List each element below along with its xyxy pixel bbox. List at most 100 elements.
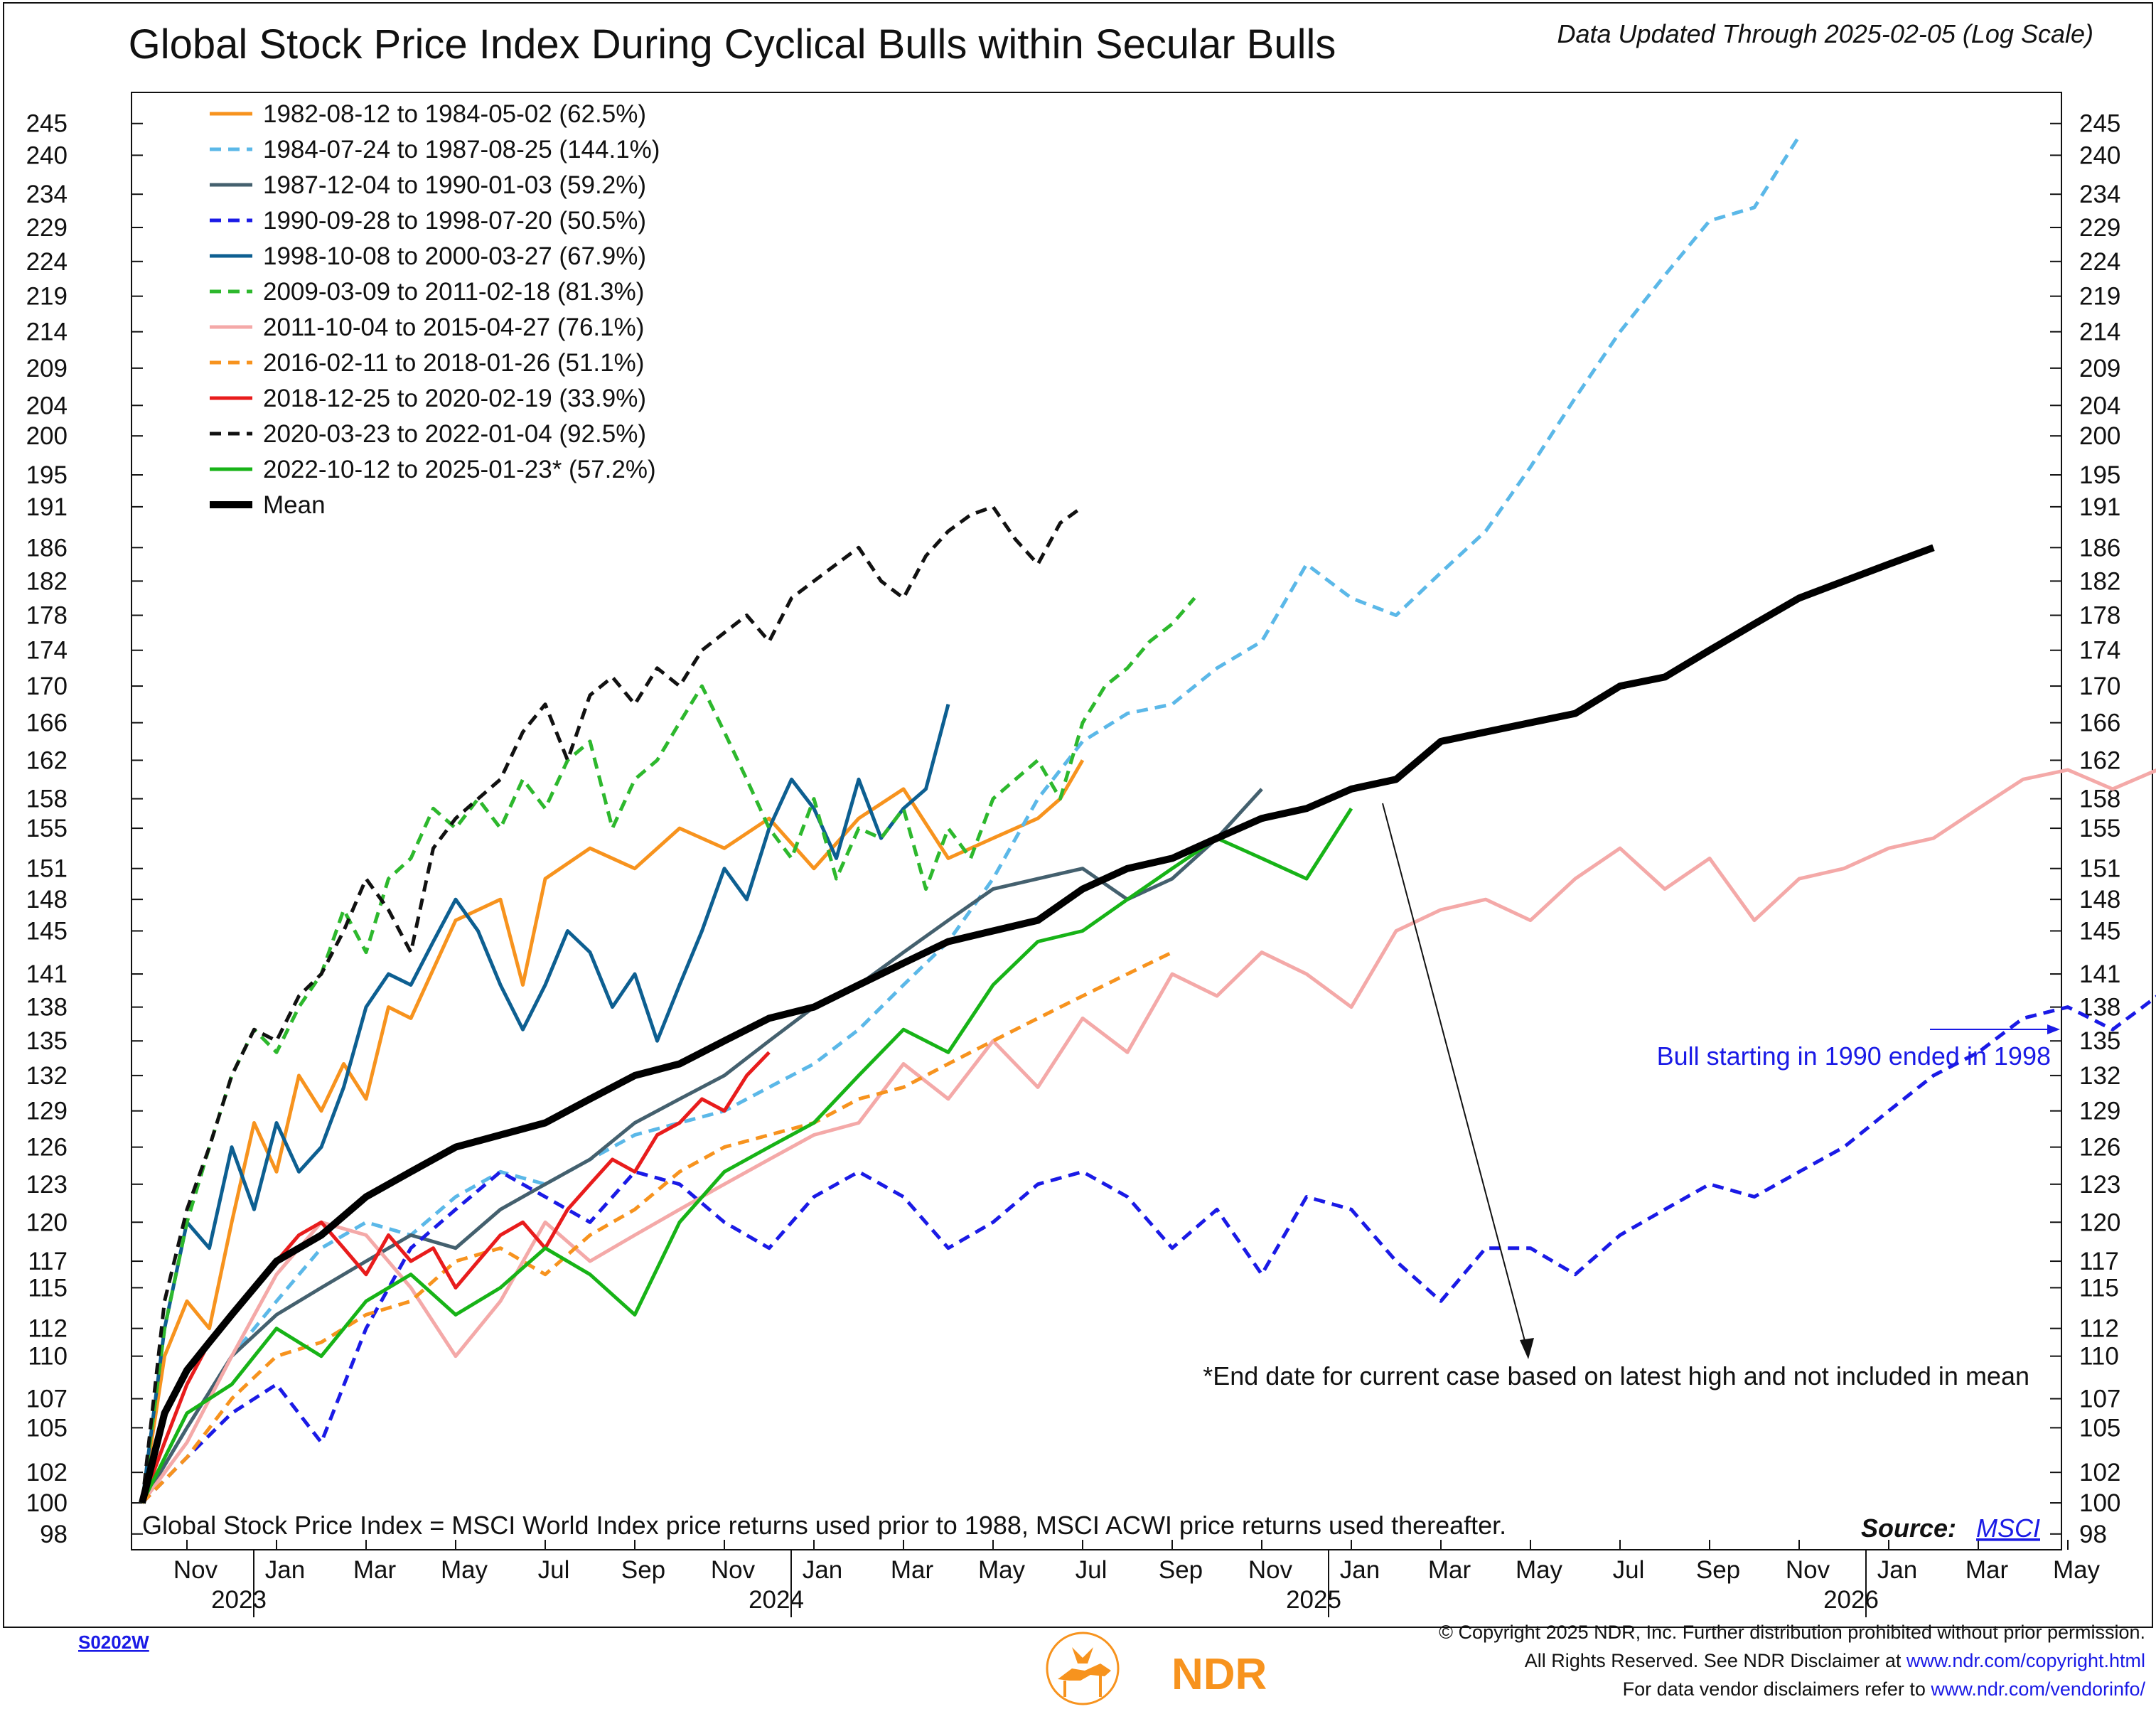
y-tick-label-left: 174 xyxy=(26,637,68,665)
x-tick-label: Jul xyxy=(1613,1556,1645,1584)
x-tick-label: Jul xyxy=(1076,1556,1108,1584)
y-tick-label-left: 186 xyxy=(26,534,68,562)
series-line-5 xyxy=(140,596,1196,1504)
y-tick-label-right: 151 xyxy=(2079,855,2120,883)
y-tick-label-right: 112 xyxy=(2079,1315,2119,1343)
x-tick-label: May xyxy=(1516,1556,1563,1584)
y-tick-label-right: 224 xyxy=(2079,248,2120,276)
end-note-arrow-line xyxy=(1382,803,1529,1355)
x-tick-label: Sep xyxy=(1696,1556,1740,1584)
y-tick-label-right: 148 xyxy=(2079,886,2120,914)
y-tick-label-left: 145 xyxy=(26,917,68,945)
y-tick-label-right: 100 xyxy=(2079,1489,2120,1517)
legend-label: 2016-02-11 to 2018-01-26 (51.1%) xyxy=(263,349,644,377)
y-tick-label-left: 132 xyxy=(26,1062,68,1090)
y-tick-label-right: 155 xyxy=(2079,815,2120,842)
x-axis: Nov Jan Mar May Jul Sep Nov Jan Mar May Jul Sep Nov J… xyxy=(173,1540,2101,1617)
x-tick-label: Jan xyxy=(265,1556,305,1584)
x-tick-label: Jul xyxy=(538,1556,570,1584)
y-tick-label-right: 117 xyxy=(2079,1248,2119,1275)
y-tick-label-right: 174 xyxy=(2079,637,2120,665)
y-tick-label-right: 191 xyxy=(2079,493,2120,521)
y-tick-label-left: 120 xyxy=(26,1209,68,1236)
y-tick-label-left: 229 xyxy=(26,214,68,242)
y-tick-label-right: 178 xyxy=(2079,602,2120,630)
x-year-label: 2024 xyxy=(749,1586,804,1614)
y-tick-label-left: 148 xyxy=(26,886,68,914)
x-tick-label: Sep xyxy=(1159,1556,1203,1584)
y-tick-label-right: 105 xyxy=(2079,1414,2120,1442)
y-tick-label-left: 115 xyxy=(28,1274,68,1302)
y-tick-label-left: 123 xyxy=(26,1171,68,1199)
x-tick-label: Mar xyxy=(1965,1556,2009,1584)
y-tick-label-right: 200 xyxy=(2079,422,2120,450)
x-tick-label: Nov xyxy=(173,1556,218,1584)
y-tick-label-left: 105 xyxy=(26,1414,68,1442)
legend-label: 1998-10-08 to 2000-03-27 (67.9%) xyxy=(263,242,646,270)
legend-label: 2018-12-25 to 2020-02-19 (33.9%) xyxy=(263,385,646,412)
vendor-link[interactable]: www.ndr.com/vendorinfo/ xyxy=(1930,1678,2145,1700)
series-line-2 xyxy=(140,788,1263,1504)
y-tick-label-left: 219 xyxy=(26,283,68,311)
y-tick-label-left: 158 xyxy=(26,786,68,813)
y-tick-label-right: 219 xyxy=(2079,283,2120,311)
y-tick-label-left: 141 xyxy=(26,960,68,988)
x-tick-label: May xyxy=(2053,1556,2101,1584)
legend-label: 1990-09-28 to 1998-07-20 (50.5%) xyxy=(263,207,646,235)
chart-title: Global Stock Price Index During Cyclical… xyxy=(129,21,1336,68)
series-line-3 xyxy=(141,995,2156,1504)
disclaimer-line: All Rights Reserved. See NDR Disclaimer … xyxy=(1525,1650,2145,1671)
data-updated-note: Data Updated Through 2025-02-05 (Log Sca… xyxy=(1557,19,2094,48)
y-tick-label-left: 151 xyxy=(26,855,68,883)
disclaimer-prefix: All Rights Reserved. See NDR Disclaimer … xyxy=(1525,1650,1906,1671)
y-tick-label-right: 98 xyxy=(2079,1521,2107,1548)
series-line-4 xyxy=(140,704,950,1504)
y-tick-label-right: 195 xyxy=(2079,461,2120,489)
plot-frame xyxy=(131,92,2062,1550)
x-year-label: 2026 xyxy=(1823,1586,1879,1614)
y-tick-label-right: 107 xyxy=(2079,1386,2120,1413)
y-tick-label-right: 170 xyxy=(2079,673,2120,700)
series-line-9 xyxy=(140,505,1084,1504)
x-year-label: 2025 xyxy=(1286,1586,1341,1614)
ndr-logo-text: NDR xyxy=(1171,1650,1267,1699)
y-tick-label-right: 145 xyxy=(2079,917,2120,945)
y-tick-label-left: 182 xyxy=(26,567,68,595)
x-tick-label: May xyxy=(441,1556,488,1584)
x-tick-label: Nov xyxy=(1248,1556,1293,1584)
series-line-1 xyxy=(140,135,1801,1504)
series-layer xyxy=(139,135,2156,1504)
y-tick-label-right: 110 xyxy=(2079,1343,2119,1371)
x-tick-label: Nov xyxy=(711,1556,756,1584)
y-tick-label-right: 115 xyxy=(2079,1274,2119,1302)
y-tick-label-right: 141 xyxy=(2079,960,2120,988)
series-line-10 xyxy=(140,807,1353,1504)
y-tick-label-left: 138 xyxy=(26,994,68,1022)
chart-code-link[interactable]: S0202W xyxy=(78,1632,149,1653)
y-tick-label-right: 182 xyxy=(2079,567,2120,595)
y-tick-label-right: 245 xyxy=(2079,110,2120,138)
y-tick-label-right: 229 xyxy=(2079,214,2120,242)
source-link[interactable]: MSCI xyxy=(1976,1514,2040,1543)
legend-label: Mean xyxy=(263,491,326,519)
legend-label: 2011-10-04 to 2015-04-27 (76.1%) xyxy=(263,314,644,341)
copyright-line: © Copyright 2025 NDR, Inc. Further distr… xyxy=(1439,1622,2145,1643)
legend-label: 2020-03-23 to 2022-01-04 (92.5%) xyxy=(263,420,646,448)
copyright-link[interactable]: www.ndr.com/copyright.html xyxy=(1906,1650,2145,1671)
source-label: Source: xyxy=(1861,1514,1956,1543)
y-tick-label-right: 186 xyxy=(2079,534,2120,562)
legend-label: 2022-10-12 to 2025-01-23* (57.2%) xyxy=(263,456,656,483)
y-tick-label-right: 214 xyxy=(2079,318,2120,346)
y-axis-left: 9810010210510711011211511712012312612913… xyxy=(26,110,143,1548)
end-note-arrowhead xyxy=(1520,1338,1534,1359)
series-line-7 xyxy=(141,950,1174,1504)
series-line-6 xyxy=(140,768,2156,1504)
bull-note: Bull starting in 1990 ended in 1998 xyxy=(1657,1041,2051,1071)
y-tick-label-left: 107 xyxy=(26,1386,68,1413)
y-tick-label-right: 120 xyxy=(2079,1209,2120,1236)
x-tick-label: Sep xyxy=(621,1556,665,1584)
y-tick-label-left: 234 xyxy=(26,181,68,208)
x-tick-label: Nov xyxy=(1786,1556,1830,1584)
y-tick-label-left: 126 xyxy=(26,1134,68,1162)
